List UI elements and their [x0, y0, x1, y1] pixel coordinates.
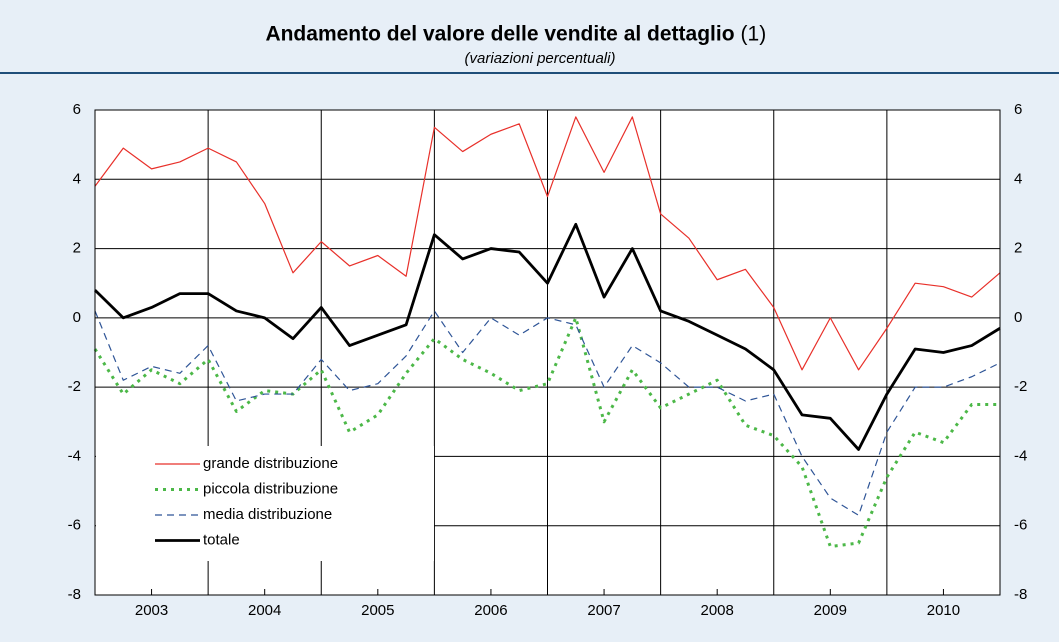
y-tick-label: -4 — [68, 447, 81, 464]
y-tick-label: -2 — [68, 378, 81, 395]
x-tick-label: 2003 — [135, 602, 168, 619]
y-tick-label: 0 — [73, 309, 81, 326]
chart-title: Andamento del valore delle vendite al de… — [265, 23, 734, 46]
legend-label: piccola distribuzione — [203, 480, 338, 497]
y2-tick-label: -4 — [1014, 447, 1027, 464]
legend-label: media distribuzione — [203, 506, 332, 523]
chart-subtitle: (variazioni percentuali) — [465, 50, 616, 67]
plot-frame — [94, 109, 1001, 596]
x-tick-label: 2004 — [248, 602, 281, 619]
title-note: (1) — [741, 23, 767, 46]
y-tick-label: 2 — [73, 240, 81, 257]
legend-label: totale — [203, 531, 240, 548]
series-line — [94, 222, 1001, 451]
x-tick-label: 2008 — [701, 602, 734, 619]
y-tick-label: 6 — [73, 101, 81, 118]
series-line — [94, 116, 1001, 371]
legend-box — [96, 446, 434, 561]
x-tick-label: 2010 — [927, 602, 960, 619]
series-line — [94, 310, 1001, 516]
x-tick-label: 2005 — [361, 602, 394, 619]
y2-tick-label: 0 — [1014, 309, 1022, 326]
y2-tick-label: -6 — [1014, 517, 1027, 534]
y2-tick-label: -2 — [1014, 378, 1027, 395]
y2-tick-label: -8 — [1014, 586, 1027, 603]
y2-tick-label: 4 — [1014, 170, 1022, 187]
y2-tick-label: 6 — [1014, 101, 1022, 118]
legend-label: grande distribuzione — [203, 455, 338, 472]
y2-tick-label: 2 — [1014, 240, 1022, 257]
y-tick-label: 4 — [73, 170, 81, 187]
x-tick-label: 2009 — [814, 602, 847, 619]
x-tick-label: 2007 — [587, 602, 620, 619]
y-tick-label: -6 — [68, 517, 81, 534]
y-tick-label: -8 — [68, 586, 81, 603]
x-tick-label: 2006 — [474, 602, 507, 619]
